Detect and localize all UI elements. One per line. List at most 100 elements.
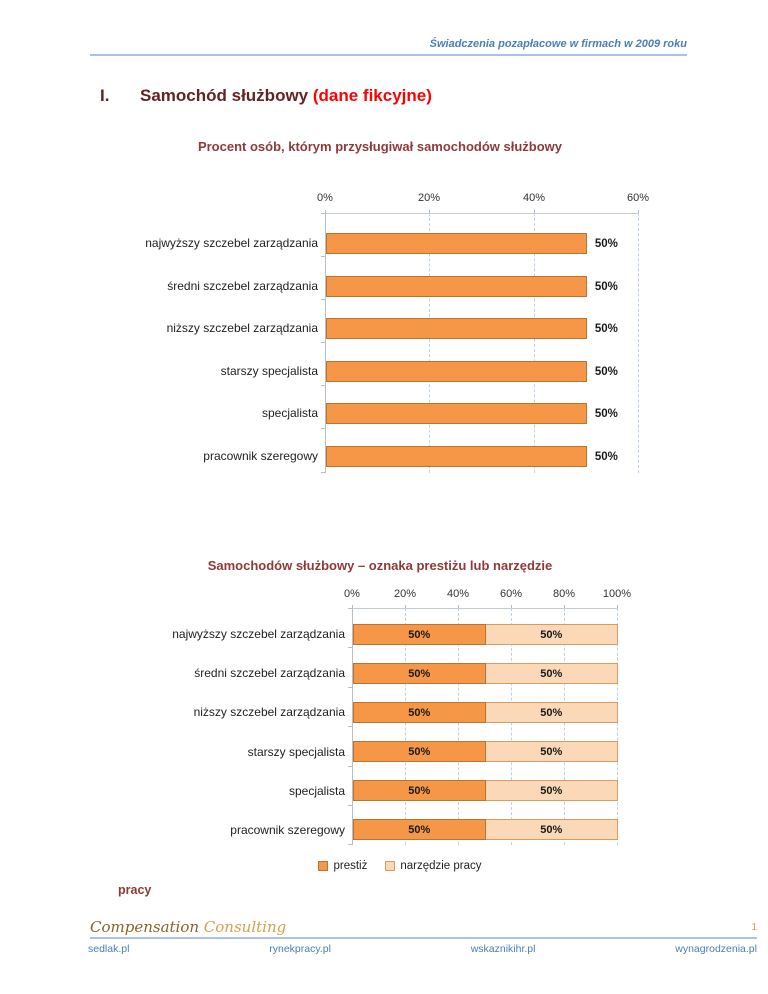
chart2-category-label: specjalista bbox=[288, 784, 345, 798]
chart1-bar-row: 50% bbox=[326, 361, 639, 382]
chart1-bar-value: 50% bbox=[594, 280, 618, 293]
chart2-xtick: 100% bbox=[602, 588, 632, 600]
chart2-y-axis-tick bbox=[348, 647, 352, 648]
chart2-xtick: 20% bbox=[393, 588, 417, 600]
chart1-title: Procent osób, którym przysługiwał samoch… bbox=[197, 139, 563, 154]
chart1-bar-row: 50% bbox=[326, 318, 639, 339]
chart1-bar-row: 50% bbox=[326, 276, 639, 297]
chart2-bar-row: 50% 50% bbox=[353, 819, 618, 840]
chart2-segment-prestiz: 50% bbox=[353, 702, 486, 723]
chart2-segment-value: 50% bbox=[540, 628, 563, 641]
chart1-bar-row: 50% bbox=[326, 446, 639, 467]
chart2-category-label: pracownik szeregowy bbox=[230, 823, 345, 837]
chart2-x-axis-tick bbox=[458, 605, 459, 609]
chart2-y-axis-tick bbox=[348, 766, 352, 767]
chart1-bar-value: 50% bbox=[594, 237, 618, 250]
chart1-category-label: pracownik szeregowy bbox=[203, 449, 318, 463]
footer-brand: Compensation Consulting bbox=[90, 918, 286, 936]
chart2-y-axis-tick bbox=[348, 726, 352, 727]
chart1-x-axis-tick bbox=[429, 210, 430, 214]
footer-link-rynekpracy[interactable]: rynekpracy.pl bbox=[269, 943, 331, 955]
chart2-category-label: starszy specjalista bbox=[247, 745, 345, 759]
chart2-segment-prestiz: 50% bbox=[353, 780, 486, 801]
chart1-y-axis-line bbox=[325, 213, 326, 473]
chart2-x-axis-tick bbox=[617, 605, 618, 609]
chart2-segment-narzedzie: 50% bbox=[485, 741, 618, 762]
chart2-segment-value: 50% bbox=[408, 745, 431, 758]
chart2-segment-value: 50% bbox=[540, 823, 563, 836]
chart2-x-axis-tick bbox=[564, 605, 565, 609]
chart2-gridline bbox=[405, 608, 406, 845]
chart1-x-axis-tick bbox=[638, 210, 639, 214]
chart2-xtick: 40% bbox=[446, 588, 470, 600]
chart1-bar-row: 50% bbox=[326, 403, 639, 424]
chart2-segment-narzedzie: 50% bbox=[485, 819, 618, 840]
section-number: I. bbox=[100, 86, 110, 105]
chart1-bar-value: 50% bbox=[594, 407, 618, 420]
page-number: 1 bbox=[751, 922, 757, 933]
chart1-y-axis-tick bbox=[321, 213, 325, 214]
chart2-title: Samochodów służbowy – oznaka prestiżu lu… bbox=[207, 558, 553, 573]
legend-label: prestiż bbox=[333, 860, 368, 872]
legend-item-prestiz: prestiż bbox=[318, 860, 367, 872]
chart2-x-axis-tick bbox=[405, 605, 406, 609]
chart2-x-axis-tick bbox=[511, 605, 512, 609]
chart1-bar-value: 50% bbox=[594, 450, 618, 463]
chart2-y-axis-tick bbox=[348, 844, 352, 845]
chart1-y-axis-tick bbox=[321, 256, 325, 257]
footer-brand-word1: Compensation bbox=[90, 918, 204, 936]
chart2-segment-value: 50% bbox=[408, 784, 431, 797]
chart2-segment-value: 50% bbox=[408, 667, 431, 680]
chart2-segment-value: 50% bbox=[540, 706, 563, 719]
footer-link-wynagrodzenia[interactable]: wynagrodzenia.pl bbox=[675, 943, 757, 955]
chart2-segment-value: 50% bbox=[540, 745, 563, 758]
chart1-bar bbox=[326, 318, 587, 339]
chart1-bar-value: 50% bbox=[594, 365, 618, 378]
chart1-y-axis-tick bbox=[321, 385, 325, 386]
chart2-segment-prestiz: 50% bbox=[353, 819, 486, 840]
chart1-bar bbox=[326, 233, 587, 254]
section-title: Samochód służbowy bbox=[140, 86, 313, 105]
chart1-category-label: najwyższy szczebel zarządzania bbox=[145, 236, 318, 250]
chart2-y-axis-line bbox=[352, 608, 353, 845]
chart1-y-axis-tick bbox=[321, 472, 325, 473]
chart2-bar-row: 50% 50% bbox=[353, 663, 618, 684]
chart2-segment-narzedzie: 50% bbox=[485, 702, 618, 723]
chart2-segment-prestiz: 50% bbox=[353, 624, 486, 645]
chart2-y-axis-tick bbox=[348, 805, 352, 806]
chart2-bar-row: 50% 50% bbox=[353, 624, 618, 645]
chart1-y-axis-tick bbox=[321, 428, 325, 429]
chart1-xtick: 20% bbox=[417, 192, 441, 204]
chart2-category-label: średni szczebel zarządzania bbox=[194, 666, 345, 680]
section-heading: I. Samochód służbowy (dane fikcyjne) bbox=[100, 86, 432, 106]
chart2-xtick: 0% bbox=[344, 588, 360, 600]
chart2-segment-prestiz: 50% bbox=[353, 663, 486, 684]
chart2-legend: prestiż narzędzie pracy bbox=[240, 860, 560, 872]
chart1-category-label: średni szczebel zarządzania bbox=[167, 279, 318, 293]
chart2-xtick: 80% bbox=[552, 588, 576, 600]
chart2-category-label: niższy szczebel zarządzania bbox=[193, 705, 345, 719]
chart1-bar bbox=[326, 446, 587, 467]
legend-item-narzedzie: narzędzie pracy bbox=[385, 860, 482, 872]
section-note: (dane fikcyjne) bbox=[312, 86, 432, 105]
chart2-gridline bbox=[458, 608, 459, 845]
chart1-bar bbox=[326, 403, 587, 424]
chart2-segment-value: 50% bbox=[540, 784, 563, 797]
chart2-segment-value: 50% bbox=[540, 667, 563, 680]
chart1-y-axis-tick bbox=[321, 299, 325, 300]
chart1-bar-value: 50% bbox=[594, 322, 618, 335]
footer-links: sedlak.pl rynekpracy.pl wskaznikihr.pl w… bbox=[88, 943, 757, 955]
footer-link-wskaznikihr[interactable]: wskaznikihr.pl bbox=[470, 943, 536, 955]
chart2-bar-row: 50% 50% bbox=[353, 780, 618, 801]
chart2-bar-row: 50% 50% bbox=[353, 741, 618, 762]
chart2-segment-narzedzie: 50% bbox=[485, 780, 618, 801]
chart1-xtick: 60% bbox=[626, 192, 650, 204]
legend-swatch-narzedzie bbox=[385, 861, 396, 871]
chart1-x-axis-tick bbox=[534, 210, 535, 214]
chart1-bar bbox=[326, 276, 587, 297]
footer-link-sedlak[interactable]: sedlak.pl bbox=[88, 943, 130, 955]
legend-swatch-prestiz bbox=[318, 861, 329, 871]
chart2-x-axis-line bbox=[352, 608, 618, 609]
chart2-segment-prestiz: 50% bbox=[353, 741, 486, 762]
